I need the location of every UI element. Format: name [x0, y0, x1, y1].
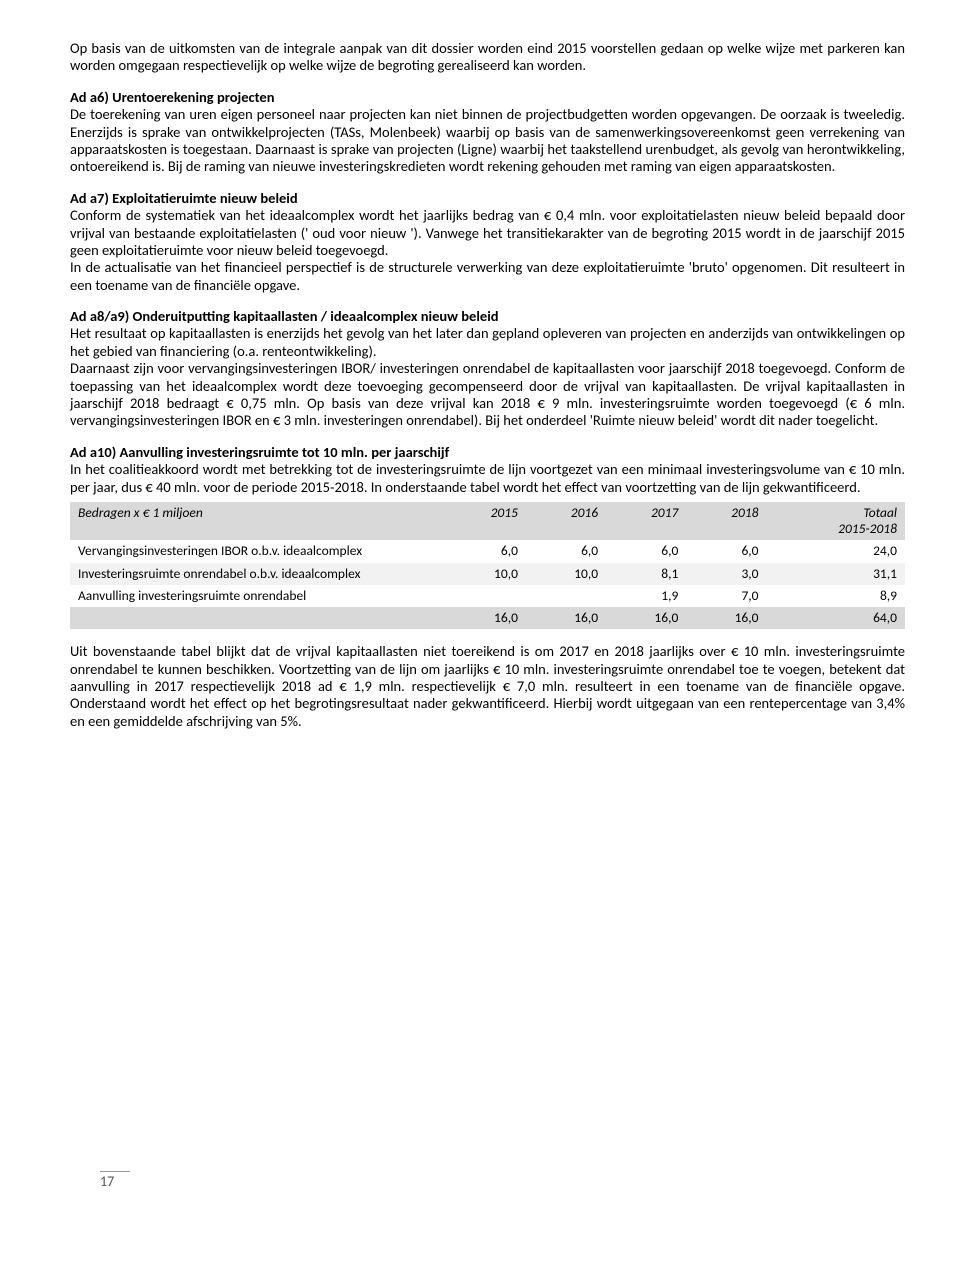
th-2016: 2016 — [526, 502, 606, 540]
cell: 6,0 — [526, 540, 606, 562]
cell: 6,0 — [446, 540, 526, 562]
cell: Investeringsruimte onrendabel o.b.v. ide… — [70, 563, 446, 585]
cell: 6,0 — [686, 540, 766, 562]
cell — [446, 585, 526, 607]
cell: 16,0 — [606, 607, 686, 629]
section-a10: Ad a10) Aanvulling investeringsruimte to… — [70, 444, 905, 496]
cell — [526, 585, 606, 607]
heading-a8: Ad a8/a9) Onderuitputting kapitaallasten… — [70, 308, 905, 325]
heading-a10: Ad a10) Aanvulling investeringsruimte to… — [70, 444, 905, 461]
cell: 10,0 — [526, 563, 606, 585]
cell: 6,0 — [606, 540, 686, 562]
th-label: Bedragen x € 1 miljoen — [70, 502, 446, 540]
cell — [70, 607, 446, 629]
section-a7: Ad a7) Exploitatieruimte nieuw beleid Co… — [70, 190, 905, 294]
cell: 16,0 — [526, 607, 606, 629]
th-total-b: 2015-2018 — [838, 520, 897, 537]
cell: 16,0 — [686, 607, 766, 629]
para-a6: De toerekening van uren eigen personeel … — [70, 106, 905, 176]
page-number: 17 — [100, 1171, 130, 1191]
th-2017: 2017 — [606, 502, 686, 540]
para-a8a: Het resultaat op kapitaallasten is enerz… — [70, 325, 905, 360]
cell: 16,0 — [446, 607, 526, 629]
heading-a6: Ad a6) Urentoerekening projecten — [70, 89, 905, 106]
table-row: Aanvulling investeringsruimte onrendabel… — [70, 585, 905, 607]
para-a10: In het coalitieakkoord wordt met betrekk… — [70, 461, 905, 496]
cell: 64,0 — [767, 607, 906, 629]
cell: 24,0 — [767, 540, 906, 562]
para-after-table: Uit bovenstaande tabel blijkt dat de vri… — [70, 643, 905, 730]
table-total-row: 16,0 16,0 16,0 16,0 64,0 — [70, 607, 905, 629]
cell: Aanvulling investeringsruimte onrendabel — [70, 585, 446, 607]
th-2015: 2015 — [446, 502, 526, 540]
th-total-a: Totaal — [863, 504, 897, 521]
cell: 7,0 — [686, 585, 766, 607]
th-2018: 2018 — [686, 502, 766, 540]
investment-table: Bedragen x € 1 miljoen 2015 2016 2017 20… — [70, 502, 905, 629]
th-total: Totaal 2015-2018 — [767, 502, 906, 540]
para-a7a: Conform de systematiek van het ideaalcom… — [70, 207, 905, 259]
heading-a7: Ad a7) Exploitatieruimte nieuw beleid — [70, 190, 905, 207]
cell: Vervangingsinvesteringen IBOR o.b.v. ide… — [70, 540, 446, 562]
cell: 8,9 — [767, 585, 906, 607]
para-a8b: Daarnaast zijn voor vervangingsinvesteri… — [70, 360, 905, 430]
section-a6: Ad a6) Urentoerekening projecten De toer… — [70, 89, 905, 176]
table-row: Vervangingsinvesteringen IBOR o.b.v. ide… — [70, 540, 905, 562]
table-row: Investeringsruimte onrendabel o.b.v. ide… — [70, 563, 905, 585]
para-a7b: In de actualisatie van het financieel pe… — [70, 259, 905, 294]
cell: 3,0 — [686, 563, 766, 585]
section-a8: Ad a8/a9) Onderuitputting kapitaallasten… — [70, 308, 905, 430]
cell: 10,0 — [446, 563, 526, 585]
cell: 8,1 — [606, 563, 686, 585]
cell: 1,9 — [606, 585, 686, 607]
page: Op basis van de uitkomsten van de integr… — [70, 40, 905, 1221]
cell: 31,1 — [767, 563, 906, 585]
table-header-row: Bedragen x € 1 miljoen 2015 2016 2017 20… — [70, 502, 905, 540]
intro-paragraph: Op basis van de uitkomsten van de integr… — [70, 40, 905, 75]
